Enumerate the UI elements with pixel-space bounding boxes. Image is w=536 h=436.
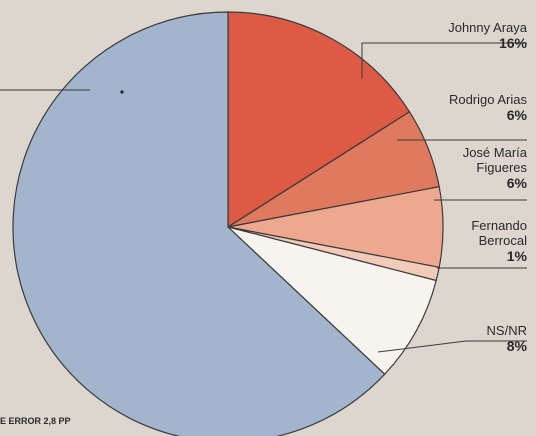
slice-value-fernando-berrocal: 1% [507,248,528,264]
slice-label-fernando-berrocal-line-1: Fernando [471,218,527,233]
slice-other [12,11,386,436]
slice-johnny-araya [227,11,411,229]
slice-label-jose-maria-figueres-line-1: José María [463,145,528,160]
margin-of-error-note: E ERROR 2,8 PP [0,416,71,426]
slice-label-jose-maria-figueres-line-2: Figueres [476,160,527,175]
slice-value-johnny-araya: 16% [499,35,528,51]
slice-label-fernando-berrocal-line-2: Berrocal [479,233,528,248]
slice-dot [120,90,124,94]
slice-ns-nr [227,226,437,376]
slice-value-ns-nr: 8% [507,338,528,354]
slice-label-ns-nr: NS/NR [487,323,527,338]
leader-lines [0,42,527,353]
slice-label-rodrigo-arias: Rodrigo Arias [449,92,528,107]
slice-value-jose-maria-figueres: 6% [507,175,528,191]
slice-value-rodrigo-arias: 6% [507,107,528,123]
leader-line-ns-nr [377,340,527,353]
pie-slices [12,11,444,436]
slice-label-johnny-araya: Johnny Araya [448,20,528,35]
leader-line-johnny-araya [361,42,527,78]
